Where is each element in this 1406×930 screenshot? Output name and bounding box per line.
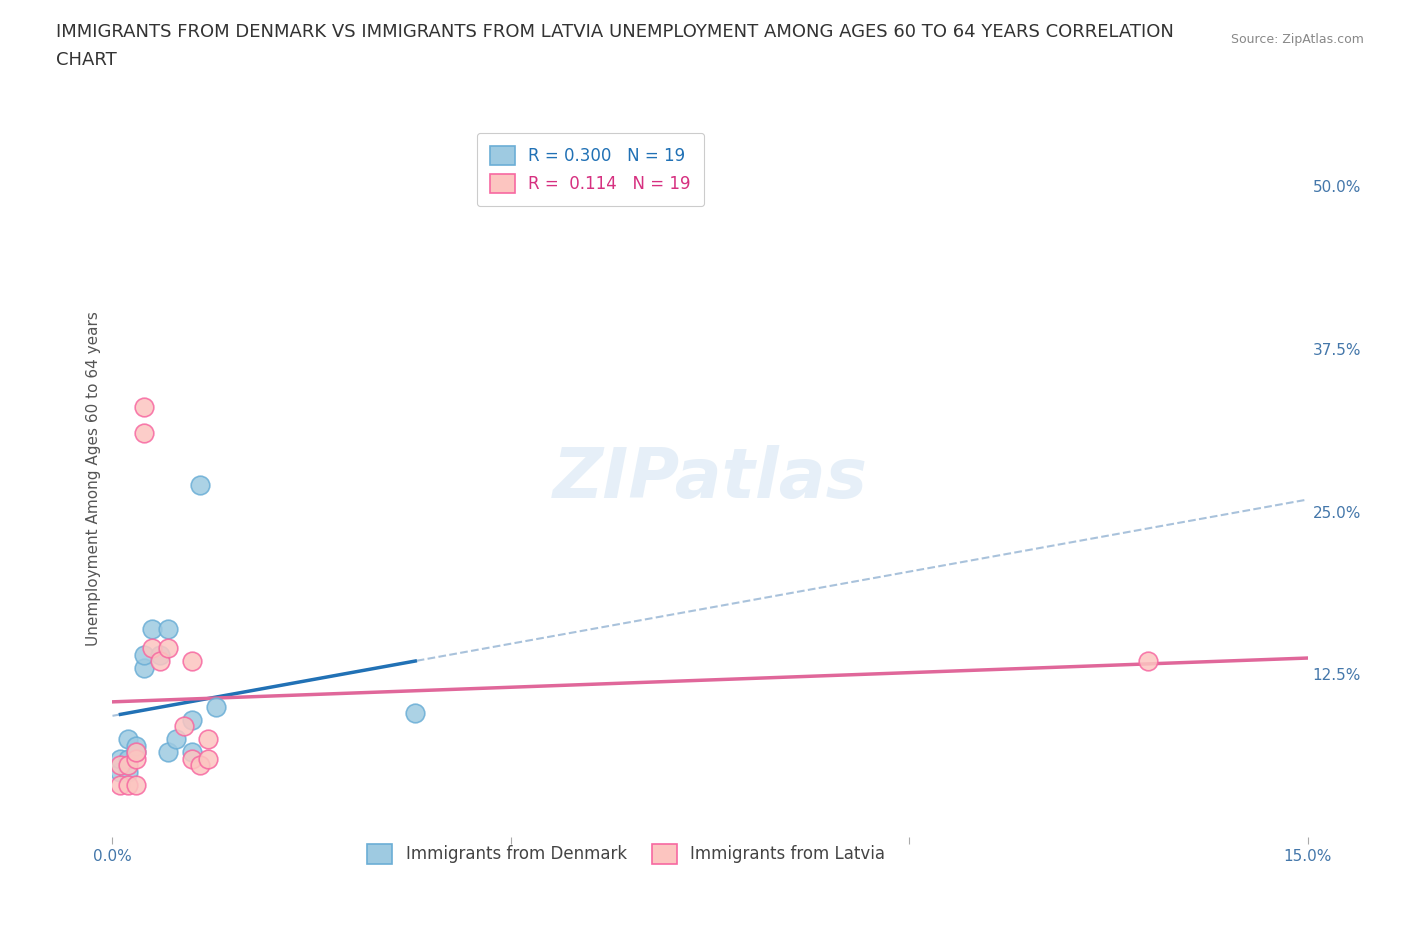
Text: IMMIGRANTS FROM DENMARK VS IMMIGRANTS FROM LATVIA UNEMPLOYMENT AMONG AGES 60 TO : IMMIGRANTS FROM DENMARK VS IMMIGRANTS FR… [56,23,1174,41]
Y-axis label: Unemployment Among Ages 60 to 64 years: Unemployment Among Ages 60 to 64 years [86,312,101,646]
Point [149,654,172,669]
Point [197,751,219,766]
Point [141,621,163,636]
Point [125,751,148,766]
Point [134,426,156,441]
Text: Source: ZipAtlas.com: Source: ZipAtlas.com [1230,33,1364,46]
Point [125,745,148,760]
Point [117,732,139,747]
Point [117,764,139,779]
Point [188,758,211,773]
Point [181,654,204,669]
Point [181,712,204,727]
Point [110,751,132,766]
Legend: Immigrants from Denmark, Immigrants from Latvia: Immigrants from Denmark, Immigrants from… [356,832,897,875]
Point [181,745,204,760]
Point [181,751,204,766]
Point [134,647,156,662]
Point [125,777,148,792]
Point [117,777,139,792]
Point [188,478,211,493]
Point [110,764,132,779]
Point [125,738,148,753]
Point [173,719,195,734]
Point [117,758,139,773]
Point [157,745,180,760]
Point [125,745,148,760]
Point [134,660,156,675]
Point [1137,654,1160,669]
Point [165,732,187,747]
Text: ZIPatlas: ZIPatlas [553,445,868,512]
Point [157,641,180,656]
Point [404,706,426,721]
Point [141,641,163,656]
Point [197,732,219,747]
Text: CHART: CHART [56,51,117,69]
Point [157,621,180,636]
Point [134,400,156,415]
Point [205,699,228,714]
Point [149,647,172,662]
Point [110,777,132,792]
Point [110,758,132,773]
Point [117,751,139,766]
